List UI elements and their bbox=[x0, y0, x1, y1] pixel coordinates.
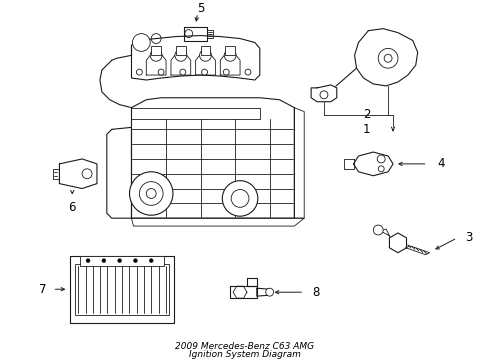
Polygon shape bbox=[256, 288, 269, 296]
Circle shape bbox=[175, 49, 186, 61]
Polygon shape bbox=[52, 169, 60, 179]
Circle shape bbox=[201, 69, 207, 75]
Text: 3: 3 bbox=[464, 231, 471, 244]
Text: 2009 Mercedes-Benz C63 AMG: 2009 Mercedes-Benz C63 AMG bbox=[175, 342, 313, 351]
Bar bbox=[75, 264, 169, 315]
Text: 1: 1 bbox=[362, 123, 369, 136]
Circle shape bbox=[132, 33, 150, 51]
Polygon shape bbox=[294, 108, 304, 218]
Polygon shape bbox=[246, 278, 256, 286]
Circle shape bbox=[222, 181, 257, 216]
Circle shape bbox=[133, 258, 137, 262]
Text: 2: 2 bbox=[362, 108, 369, 121]
Circle shape bbox=[146, 189, 156, 198]
Polygon shape bbox=[195, 55, 215, 75]
Text: 7: 7 bbox=[39, 283, 46, 296]
Circle shape bbox=[199, 49, 211, 61]
Circle shape bbox=[244, 69, 250, 75]
Bar bbox=[200, 46, 210, 55]
Polygon shape bbox=[106, 127, 131, 218]
Circle shape bbox=[180, 69, 185, 75]
Polygon shape bbox=[131, 218, 304, 226]
Polygon shape bbox=[146, 55, 166, 75]
Circle shape bbox=[86, 258, 90, 262]
Bar bbox=[176, 46, 185, 55]
Circle shape bbox=[149, 258, 153, 262]
Polygon shape bbox=[220, 55, 240, 75]
Polygon shape bbox=[207, 30, 213, 37]
Polygon shape bbox=[131, 108, 259, 120]
Circle shape bbox=[223, 69, 229, 75]
Circle shape bbox=[102, 258, 105, 262]
Polygon shape bbox=[388, 233, 406, 253]
Bar bbox=[225, 46, 235, 55]
Text: 6: 6 bbox=[68, 201, 76, 214]
Bar bbox=[70, 256, 174, 323]
Circle shape bbox=[384, 54, 391, 62]
Text: 5: 5 bbox=[197, 3, 204, 15]
Circle shape bbox=[224, 49, 236, 61]
Circle shape bbox=[150, 49, 162, 61]
Text: 4: 4 bbox=[437, 157, 444, 170]
Polygon shape bbox=[171, 55, 190, 75]
Circle shape bbox=[372, 225, 383, 235]
Polygon shape bbox=[60, 159, 97, 189]
Polygon shape bbox=[343, 159, 353, 169]
Polygon shape bbox=[310, 85, 336, 102]
Circle shape bbox=[158, 69, 164, 75]
Circle shape bbox=[265, 288, 273, 296]
Bar bbox=[151, 46, 161, 55]
Polygon shape bbox=[230, 286, 256, 298]
Text: Ignition System Diagram: Ignition System Diagram bbox=[188, 350, 300, 359]
Bar bbox=[80, 256, 164, 266]
Polygon shape bbox=[131, 98, 294, 218]
Circle shape bbox=[129, 172, 173, 215]
Polygon shape bbox=[353, 152, 392, 176]
Polygon shape bbox=[233, 286, 246, 298]
Polygon shape bbox=[380, 229, 389, 237]
Polygon shape bbox=[354, 29, 417, 86]
Text: 8: 8 bbox=[311, 286, 319, 299]
Polygon shape bbox=[405, 246, 428, 255]
Circle shape bbox=[136, 69, 142, 75]
Polygon shape bbox=[183, 27, 207, 41]
Circle shape bbox=[118, 258, 122, 262]
Polygon shape bbox=[131, 36, 259, 80]
